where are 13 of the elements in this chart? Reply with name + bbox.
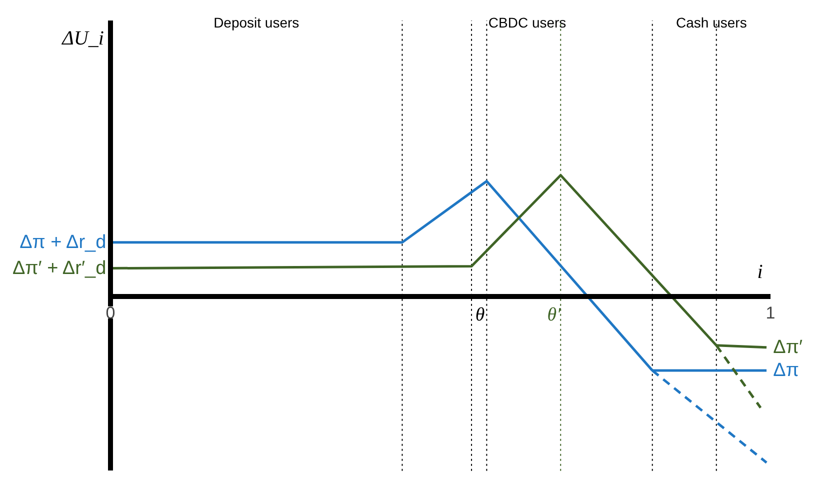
- text: Deposit users: [214, 14, 300, 30]
- series-label: Δπ′: [773, 336, 803, 358]
- ref-line-label: θ′: [547, 304, 562, 326]
- text: ΔU_i: [61, 28, 104, 50]
- x-axis-title: i: [757, 261, 763, 284]
- x-tick-label: 0: [106, 303, 116, 322]
- x-tick-label: 1: [766, 303, 776, 322]
- text: CBDC users: [488, 14, 566, 30]
- series-label: Δπ: [773, 360, 799, 382]
- series-label: Δπ′ + Δr′_d: [12, 258, 106, 279]
- series-label: Δπ + Δr_d: [20, 232, 106, 253]
- ref-line-label: θ: [475, 304, 485, 326]
- text: Cash users: [676, 14, 747, 30]
